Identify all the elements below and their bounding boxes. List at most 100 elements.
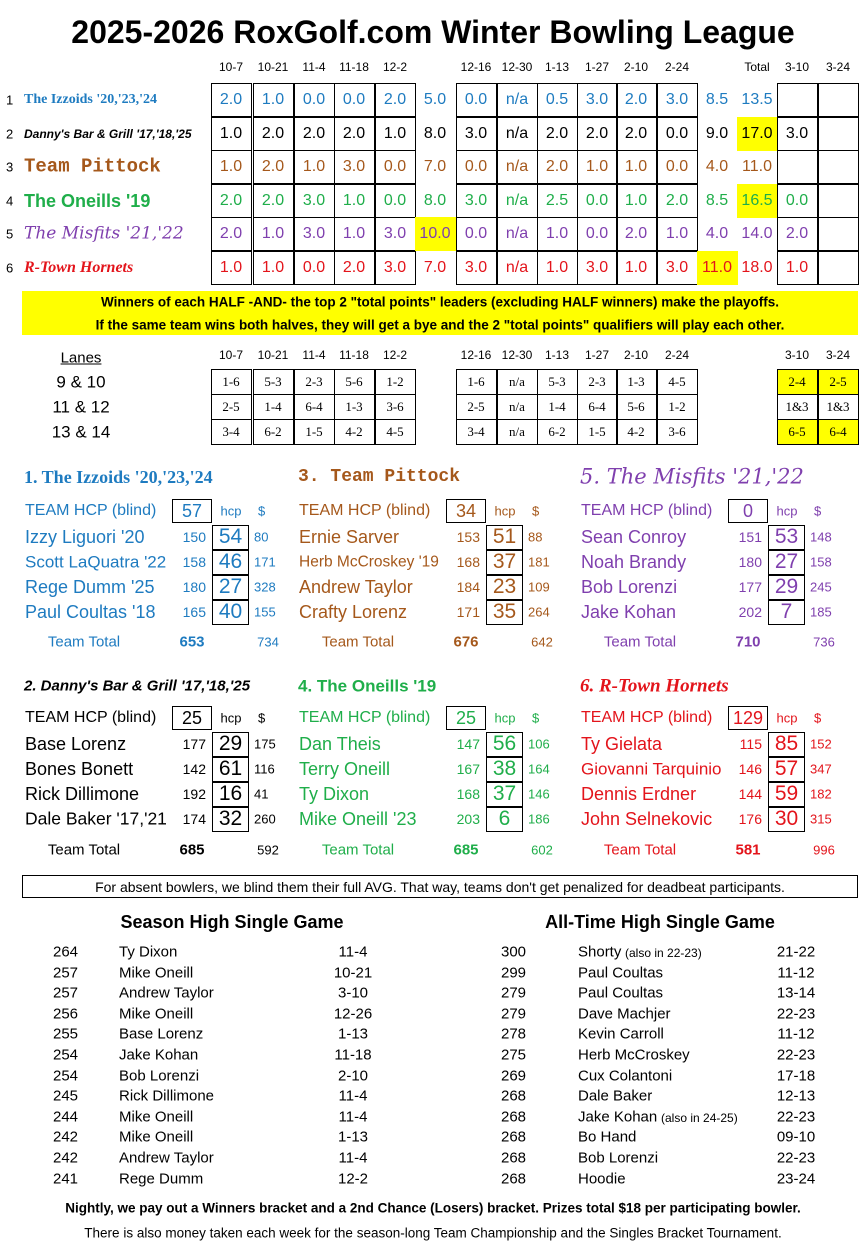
matchup-cell: 6-4 [817,419,859,445]
matchup-cell: 1-4 [536,394,578,420]
bowler-avg: 167 [456,761,480,777]
bowler-money: 175 [254,736,276,752]
bowler-hcp: 40 [212,599,249,625]
matchup-cell: 2-3 [576,369,618,395]
bowler-money: 185 [810,604,832,620]
bowler-avg: 165 [182,604,206,620]
score-cell: 0.0 [656,150,698,184]
score-cell: 1.0 [293,150,335,184]
bowler-money: 146 [528,786,550,802]
bowler-money: 155 [254,604,276,620]
score-cell: 1.0 [615,250,657,285]
score-cell: 3.0 [656,250,698,285]
hcp-header: hcp [776,503,798,519]
bowler-avg: 168 [456,786,480,802]
bowler-name: Scott LaQuatra '22 [25,552,167,572]
matchup-cell: 1-2 [374,369,416,395]
high-score: 241 [53,1170,79,1188]
high-name: Mike Oneill [119,964,194,982]
score-cell: 3.0 [455,183,497,218]
high-name: Mike Oneill [119,1005,194,1023]
high-date: 1-13 [337,1128,369,1146]
date-header: 1-13 [544,348,570,362]
matchup-cell: 3-4 [455,419,497,445]
score-total: 5.0 [423,91,447,108]
score-cell: 0.0 [374,183,416,218]
bowler-hcp: 30 [768,806,805,832]
bowler-hcp: 29 [212,731,249,757]
score-cell: 1.0 [252,217,294,251]
team-total-avg: 676 [453,633,479,651]
team-name: The Misfits '21,'22 [24,223,184,244]
bowler-avg: 202 [738,604,762,620]
score-cell: 0.0 [455,217,497,251]
score-cell: 2.0 [252,183,294,218]
bowler-hcp: 51 [486,524,523,550]
bowler-avg: 177 [738,579,762,595]
high-date: 12-2 [337,1170,369,1188]
team-hcp: 25 [172,706,212,730]
score-cell: 1.0 [656,217,698,251]
matchup-cell: 2-3 [293,369,335,395]
bowler-name: Ty Gielata [581,734,663,754]
team-total-money: 734 [257,634,279,650]
matchup-cell: 6-4 [293,394,335,420]
date-header: 2-24 [664,60,690,74]
matchup-cell: 1-3 [333,394,375,420]
score-cell: 1.0 [210,150,252,184]
score-cell: 3.0 [656,83,698,117]
bowler-hcp: 61 [212,756,249,782]
high-score: 268 [501,1128,527,1146]
high-score: 300 [501,943,527,961]
playoff-cell: 0.0 [776,183,818,218]
high-name: Base Lorenz [119,1025,204,1043]
high-score: 268 [501,1108,527,1126]
high-name: Dale Baker [578,1087,653,1105]
team-number: 2 [6,126,14,141]
high-name: Bo Hand [578,1128,637,1146]
bowler-avg: 171 [456,604,480,620]
score-cell: 2.0 [615,217,657,251]
score-total: 4.0 [705,225,729,242]
matchup-cell: 6-4 [576,394,618,420]
high-score: 268 [501,1170,527,1188]
high-title: Season High Single Game [120,912,344,932]
high-score: 255 [53,1025,79,1043]
playoff-cell [817,116,859,151]
bowler-avg: 180 [182,579,206,595]
score-cell: 0.0 [455,83,497,117]
high-score: 242 [53,1149,79,1167]
bowler-avg: 192 [182,786,206,802]
high-score: 268 [501,1087,527,1105]
score-cell: 1.0 [252,250,294,285]
matchup-cell: 6-5 [776,419,818,445]
playoff-cell [817,150,859,184]
bowler-hcp: 27 [768,549,805,575]
bowler-name: Sean Conroy [581,527,687,547]
score-total: 8.5 [705,91,729,108]
matchup-cell: 4-2 [615,419,657,445]
bowler-name: Jake Kohan [581,602,677,622]
date-header: 11-18 [339,348,369,362]
matchup-cell: 5-3 [252,369,294,395]
date-header: 3-10 [784,348,810,362]
team-title: 5. The Misfits '21,'22 [580,464,804,489]
matchup-cell: 3-4 [210,419,252,445]
bowler-avg: 150 [182,529,206,545]
lanes-label: 11 & 12 [52,397,110,416]
bowler-avg: 142 [182,761,206,777]
score-cell: 2.0 [374,83,416,117]
matchup-cell: 1-4 [252,394,294,420]
team-total-money: 996 [813,842,835,858]
high-date: 22-23 [776,1046,816,1064]
matchup-cell: 1-5 [293,419,335,445]
playoff-cell [817,83,859,117]
bowler-avg: 203 [456,811,480,827]
score-cell: 0.0 [293,250,335,285]
score-cell: 1.0 [536,250,578,285]
matchup-cell: 4-5 [374,419,416,445]
score-cell: 2.0 [576,116,618,151]
bowler-hcp: 59 [768,781,805,807]
bowler-name: Giovanni Tarquinio [581,759,722,779]
